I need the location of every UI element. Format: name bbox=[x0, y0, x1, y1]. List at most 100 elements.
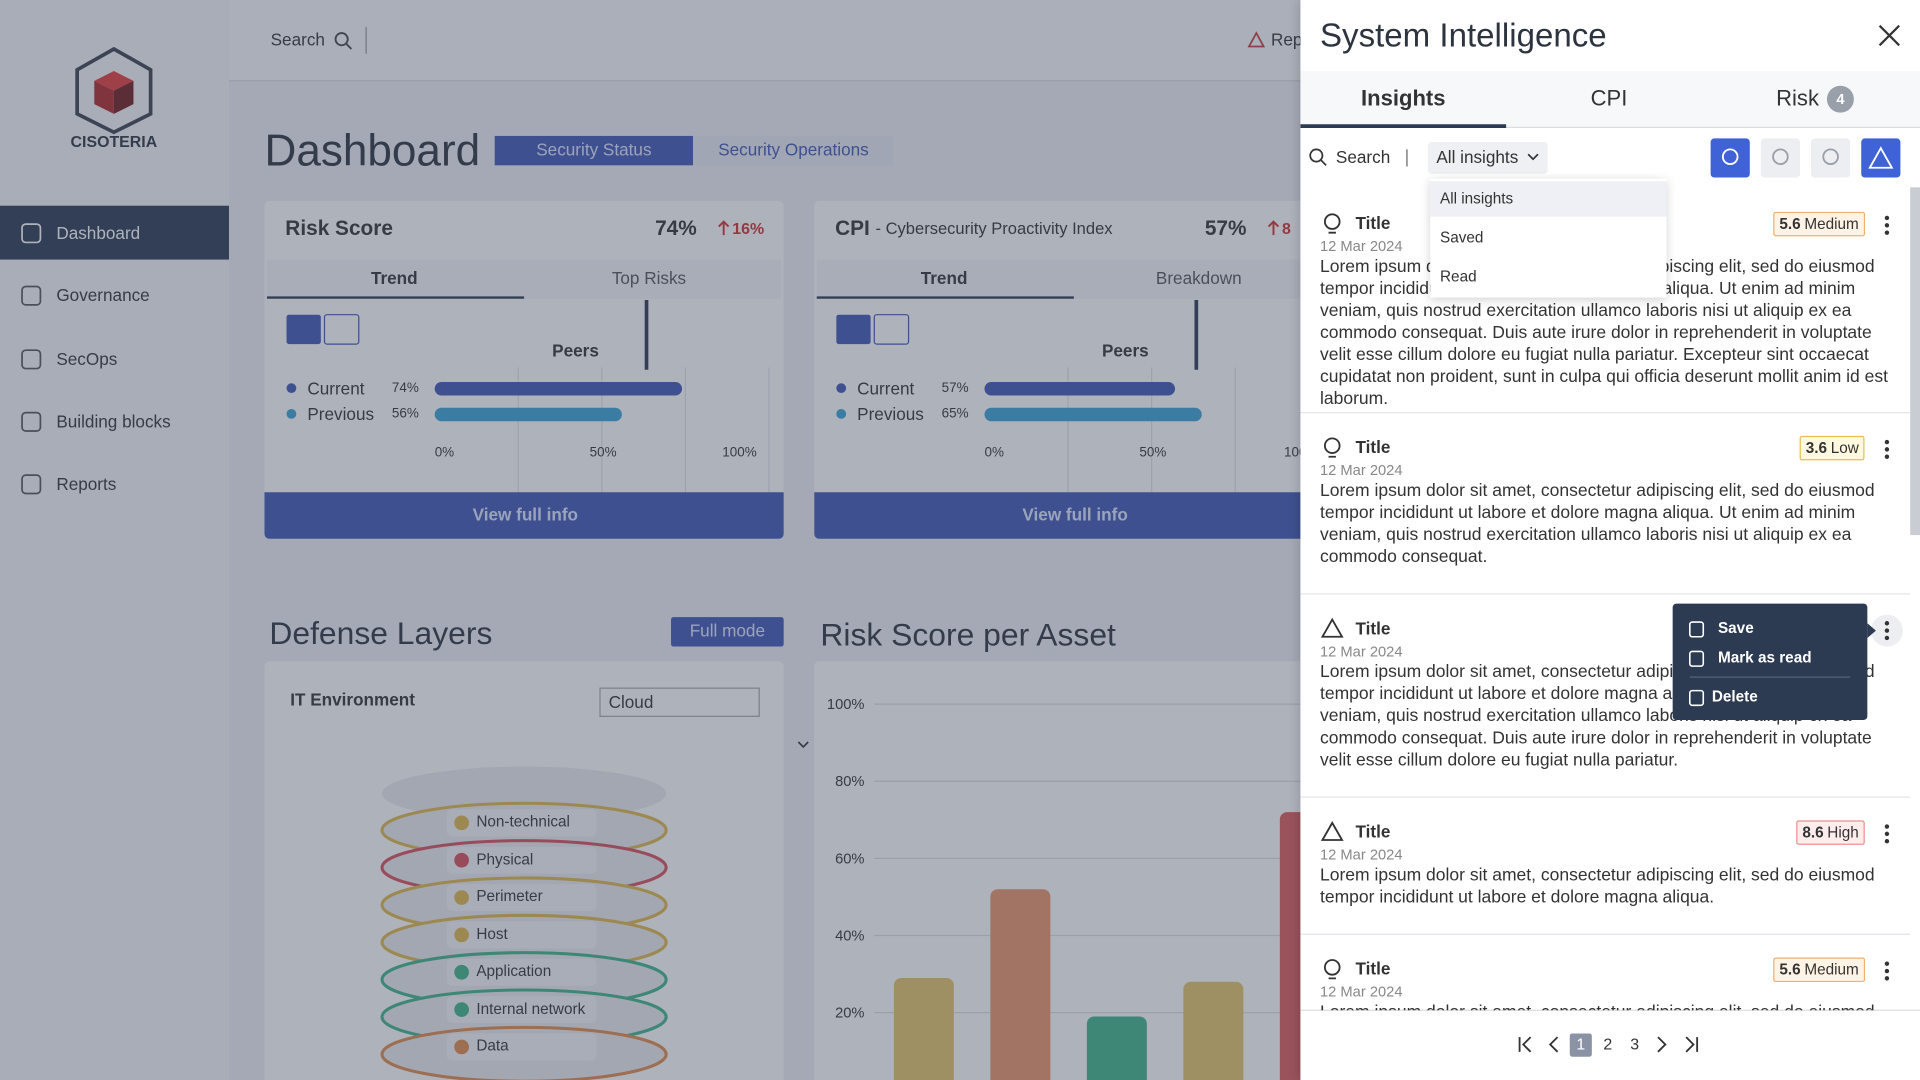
tab-active bbox=[494, 135, 694, 166]
search-input[interactable]: Search bbox=[1335, 147, 1391, 167]
filter-icon-button[interactable] bbox=[1710, 138, 1750, 178]
nav-item[interactable]: Governance bbox=[56, 285, 150, 306]
kebab-dot[interactable] bbox=[1884, 635, 1890, 641]
section-title: Defense Layers bbox=[269, 614, 493, 652]
page-number[interactable]: 3 bbox=[1630, 1034, 1640, 1053]
kebab-dot[interactable] bbox=[1884, 831, 1890, 837]
menu-icon bbox=[1689, 621, 1705, 638]
axis-label: 50% bbox=[589, 446, 617, 461]
kebab-dot[interactable] bbox=[1884, 839, 1890, 844]
menu-item[interactable]: Delete bbox=[1711, 688, 1758, 706]
view-toggle bbox=[323, 314, 360, 345]
filter-icon-button[interactable] bbox=[1811, 138, 1851, 178]
axis-label: 100% bbox=[722, 446, 757, 461]
nav-item[interactable]: Dashboard bbox=[56, 223, 141, 243]
panel-tab[interactable]: Insights bbox=[1361, 86, 1446, 111]
view-button[interactable]: View full info bbox=[472, 504, 579, 525]
kebab-dot[interactable] bbox=[1884, 961, 1890, 966]
bar bbox=[984, 407, 1202, 422]
card-tab[interactable]: Trend bbox=[920, 268, 968, 288]
severity-badge: 5.6 Medium bbox=[1773, 957, 1865, 983]
kebab-dot[interactable] bbox=[1884, 628, 1890, 633]
bar-value: 65% bbox=[941, 406, 969, 422]
last-page[interactable] bbox=[1685, 1036, 1699, 1053]
tab-bar bbox=[1300, 71, 1920, 128]
layer-pill bbox=[446, 809, 597, 837]
next-page[interactable] bbox=[1657, 1036, 1667, 1053]
search-label[interactable]: Search bbox=[270, 29, 325, 50]
menu-icon bbox=[1689, 689, 1705, 707]
asset-bar bbox=[893, 977, 954, 1080]
legend-label: Previous bbox=[857, 404, 924, 424]
legend-dot bbox=[286, 383, 297, 394]
kebab-dot[interactable] bbox=[1884, 824, 1890, 829]
axis-label: 0% bbox=[434, 446, 455, 461]
layer-dot bbox=[454, 890, 469, 905]
prev-page[interactable] bbox=[1548, 1036, 1559, 1053]
option-highlight bbox=[1430, 181, 1667, 217]
kebab-dot[interactable] bbox=[1884, 454, 1890, 459]
panel-tab[interactable]: Risk bbox=[1776, 86, 1819, 111]
layer-dot bbox=[454, 852, 469, 868]
severity-score: 5.6 bbox=[1779, 215, 1801, 233]
nav-icon bbox=[21, 349, 42, 370]
menu-item[interactable]: Save bbox=[1717, 619, 1754, 638]
menu-item[interactable]: Mark as read bbox=[1717, 649, 1812, 667]
y-tick-label: 60% bbox=[835, 849, 865, 867]
scroll-thumb bbox=[1910, 187, 1920, 536]
card-tab[interactable]: Top Risks bbox=[611, 268, 687, 288]
layer-dot bbox=[454, 1039, 469, 1055]
view-button[interactable]: View full info bbox=[1022, 504, 1128, 525]
close-button[interactable] bbox=[1878, 24, 1900, 47]
filter-option[interactable]: All insights bbox=[1440, 190, 1514, 208]
asset-bar bbox=[1183, 981, 1244, 1080]
full-mode-button[interactable]: Full mode bbox=[689, 621, 765, 641]
severity-badge: 3.6 Low bbox=[1799, 435, 1865, 461]
page-number[interactable]: 1 bbox=[1576, 1034, 1586, 1053]
view-toggle bbox=[873, 314, 910, 345]
tab[interactable]: Security Operations bbox=[718, 139, 869, 160]
kebab-dot[interactable] bbox=[1884, 439, 1890, 445]
card-title: Risk Score bbox=[285, 216, 393, 241]
kebab-dot[interactable] bbox=[1884, 976, 1890, 981]
logo-frame bbox=[75, 46, 153, 135]
nav-item[interactable]: Building blocks bbox=[56, 411, 171, 432]
legend-dot bbox=[836, 383, 847, 394]
first-page[interactable] bbox=[1518, 1036, 1532, 1053]
kebab-dot[interactable] bbox=[1884, 447, 1890, 452]
peers-label: Peers bbox=[552, 340, 599, 361]
nav-item[interactable]: SecOps bbox=[56, 349, 118, 369]
tab bbox=[694, 135, 893, 166]
filter-option[interactable]: Saved bbox=[1440, 229, 1484, 247]
report-link[interactable]: Rep bbox=[1271, 29, 1303, 50]
card-tab[interactable]: Trend bbox=[370, 268, 418, 288]
nav-item[interactable]: Reports bbox=[56, 474, 117, 494]
severity-level: High bbox=[1827, 824, 1859, 842]
filter-option[interactable]: Read bbox=[1440, 268, 1477, 286]
side-panel: System Intelligence Insights CPI Risk 4 Searc… bbox=[1300, 0, 1920, 1080]
panel-tab[interactable]: CPI bbox=[1590, 86, 1628, 111]
layer-dot bbox=[454, 1002, 469, 1017]
full-mode-bg bbox=[671, 617, 784, 647]
filter-icon-button[interactable] bbox=[1760, 138, 1800, 178]
layer-label: Data bbox=[476, 1037, 509, 1055]
kebab-dot[interactable] bbox=[1884, 621, 1890, 626]
button-bg bbox=[264, 492, 784, 539]
panel-graphics bbox=[1300, 24, 1920, 1011]
logo-right bbox=[113, 80, 134, 114]
menu-graphics bbox=[1689, 621, 1876, 707]
filter-button[interactable] bbox=[1427, 142, 1548, 174]
peers-label: Peers bbox=[1101, 340, 1149, 361]
kebab-dot[interactable] bbox=[1884, 968, 1890, 974]
kebab-dot[interactable] bbox=[1884, 230, 1890, 235]
card-tab[interactable]: Breakdown bbox=[1155, 268, 1242, 288]
kebab-dot[interactable] bbox=[1884, 215, 1890, 221]
page-number[interactable]: 2 bbox=[1603, 1034, 1613, 1053]
kebab-dot[interactable] bbox=[1884, 223, 1890, 228]
filter-label: All insights bbox=[1436, 147, 1519, 167]
tab[interactable]: Security Status bbox=[536, 139, 652, 160]
context-menu: Save Mark as read Delete bbox=[1672, 603, 1876, 720]
axis-label: 0% bbox=[984, 446, 1004, 461]
nav-icon bbox=[21, 285, 42, 306]
select-value[interactable]: Cloud bbox=[608, 692, 654, 712]
